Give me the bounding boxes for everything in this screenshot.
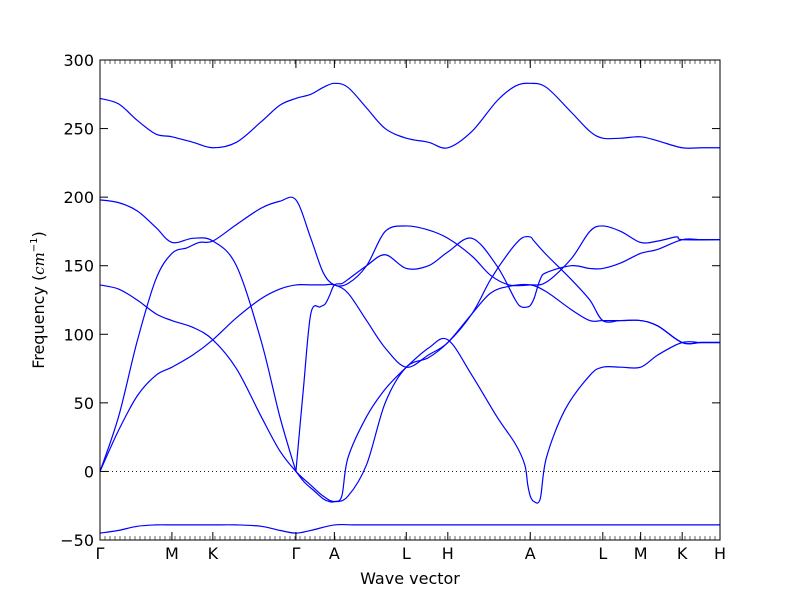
band-line-7	[295, 237, 720, 472]
band-line-8	[295, 337, 720, 504]
minor-ticks	[99, 60, 721, 540]
y-axis-title-exponent: −1	[29, 237, 40, 252]
y-tick-label: 150	[63, 257, 94, 276]
series-group	[99, 82, 721, 534]
plot-background	[100, 60, 720, 540]
y-tick-label: 300	[63, 51, 94, 70]
y-axis-title-close: )	[29, 231, 48, 237]
x-tick-label: A	[525, 544, 536, 563]
y-tick-label: 50	[74, 394, 94, 413]
x-tick-label: K	[677, 544, 688, 563]
y-tick-label: 0	[84, 462, 94, 481]
band-line-4	[99, 196, 721, 472]
y-axis-ticks: −50 0 50 100 150 200 250 300	[60, 51, 720, 550]
x-tick-label: H	[442, 544, 454, 563]
band-line-5	[99, 283, 720, 503]
x-tick-label: L	[598, 544, 607, 563]
x-tick-label: Γ	[291, 544, 300, 563]
x-axis-title: Wave vector	[360, 569, 460, 588]
band-line-2	[99, 82, 720, 149]
y-tick-label: 250	[63, 120, 94, 139]
y-axis-title-unit: cm	[30, 252, 48, 275]
svg-text:Frequency (cm−1): Frequency (cm−1)	[29, 231, 48, 369]
x-tick-label: A	[329, 544, 340, 563]
band-line-1	[99, 523, 720, 534]
y-axis-title-main: Frequency (	[29, 275, 48, 369]
x-tick-label: H	[714, 544, 726, 563]
x-tick-label: M	[165, 544, 179, 563]
band-line-6	[99, 235, 720, 472]
y-tick-label: 200	[63, 188, 94, 207]
y-axis-title: Frequency (cm−1)	[29, 231, 48, 369]
band-line-3	[99, 199, 297, 472]
x-tick-label: L	[402, 544, 411, 563]
x-tick-label: M	[634, 544, 648, 563]
y-tick-label: 100	[63, 325, 94, 344]
plot-frame	[99, 59, 721, 541]
x-tick-label: Γ	[96, 544, 105, 563]
x-tick-label: K	[208, 544, 219, 563]
y-tick-label: −50	[60, 531, 94, 550]
